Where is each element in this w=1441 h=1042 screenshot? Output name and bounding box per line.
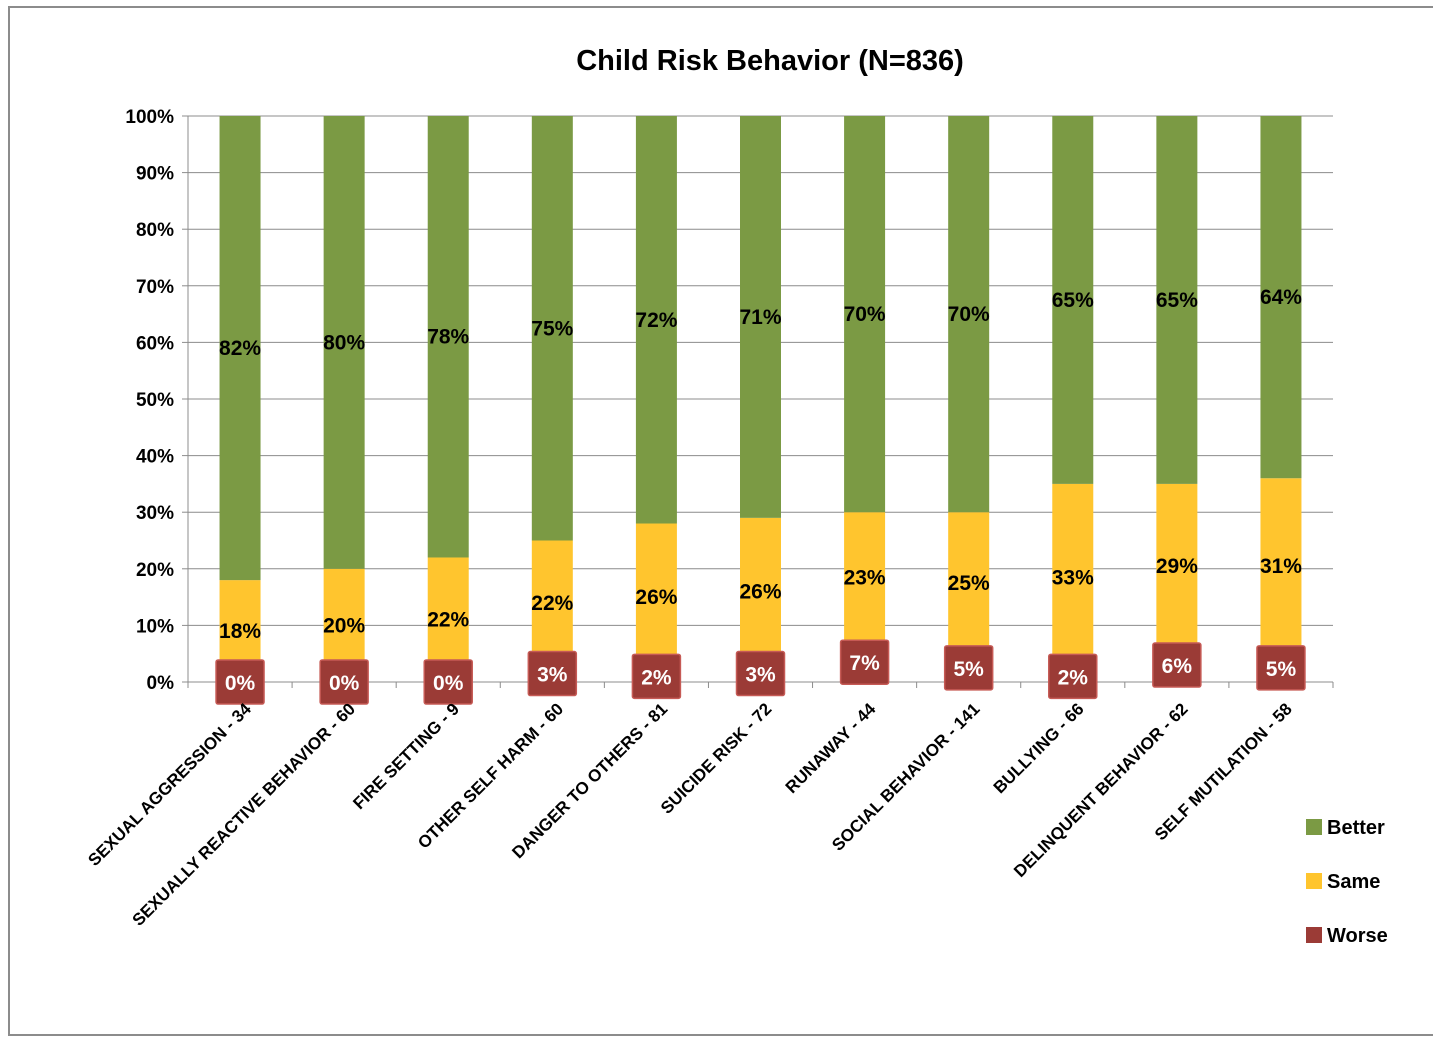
bar-better <box>427 116 469 558</box>
data-label-same: 18% <box>219 620 261 643</box>
data-label-better: 80% <box>323 331 365 354</box>
data-label-same: 26% <box>635 586 677 609</box>
y-tick-label: 50% <box>136 390 174 411</box>
data-label-worse: 2% <box>1058 666 1089 689</box>
y-tick-label: 10% <box>136 616 174 637</box>
data-label-worse-box <box>631 653 682 700</box>
data-label-same: 22% <box>427 609 469 632</box>
legend-swatch <box>1306 873 1322 889</box>
data-label-worse: 0% <box>329 672 360 695</box>
data-label-worse-box <box>319 659 369 705</box>
legend: Better Same Worse <box>1306 817 1388 947</box>
y-tick-label: 20% <box>136 560 174 581</box>
data-label-worse: 0% <box>225 672 256 695</box>
y-tick-label: 40% <box>136 447 174 468</box>
legend-swatch <box>1306 819 1322 835</box>
x-tick-label: DELINQUENT BEHAVIOR - 62 <box>1010 699 1192 881</box>
bar-better <box>531 116 573 541</box>
x-tick-label: SUICIDE RISK - 72 <box>657 699 775 817</box>
bar-same <box>740 517 781 666</box>
data-label-same: 26% <box>739 580 781 603</box>
data-label-same: 29% <box>1156 555 1198 578</box>
data-label-worse: 2% <box>641 666 672 689</box>
data-label-better: 78% <box>427 326 469 349</box>
data-label-same: 20% <box>323 614 365 637</box>
data-label-better: 64% <box>1260 286 1302 309</box>
data-label-worse: 5% <box>1266 658 1297 681</box>
y-tick-label: 70% <box>136 277 174 298</box>
data-label-worse: 3% <box>537 664 568 687</box>
legend-swatch <box>1306 927 1322 943</box>
bars <box>219 116 1302 682</box>
bar-better <box>844 116 886 513</box>
bar-same <box>635 523 677 671</box>
bar-same <box>531 540 573 666</box>
data-label-better: 70% <box>948 303 990 326</box>
bar-better <box>323 116 365 569</box>
bar-better <box>1260 116 1302 479</box>
data-label-worse: 7% <box>849 652 880 675</box>
y-tick-label: 0% <box>147 673 175 694</box>
x-tick-label: SEXUAL AGGRESSION - 34 <box>84 699 255 870</box>
y-tick-label: 100% <box>125 107 174 128</box>
data-label-same: 23% <box>844 566 886 589</box>
bar-same <box>1052 483 1094 671</box>
data-label-better: 71% <box>739 306 781 329</box>
data-label-worse: 0% <box>433 672 464 695</box>
data-label-worse-box <box>1152 642 1202 688</box>
x-tick-label: RUNAWAY - 44 <box>782 699 880 797</box>
data-label-better: 75% <box>531 317 573 340</box>
bar-same <box>1260 478 1302 654</box>
bar-same <box>1156 483 1198 649</box>
data-label-better: 65% <box>1156 289 1198 312</box>
data-label-better: 72% <box>635 309 677 332</box>
data-label-worse: 5% <box>954 658 985 681</box>
x-tick-label: FIRE SETTING - 9 <box>349 699 463 813</box>
data-label-worse-box <box>1256 645 1306 691</box>
data-label-worse-box <box>1048 653 1098 700</box>
data-label-worse-box <box>735 650 786 697</box>
data-label-better: 82% <box>219 337 261 360</box>
data-labels: 82% 18% 0% 80% 20% 0% 78% 22% 0% 75% 22% 3% 72% 26% 2%… <box>215 286 1306 705</box>
y-axis-ticks: 0% 10% 20% 30% 40% 50% 60% 70% 80% 90% 100% <box>125 107 174 694</box>
legend-label: Same <box>1327 871 1380 893</box>
data-label-worse-box <box>423 659 473 705</box>
data-label-worse: 6% <box>1162 655 1193 678</box>
y-tick-label: 90% <box>136 164 174 185</box>
x-tick-label: BULLYING - 66 <box>990 699 1088 797</box>
data-label-same: 31% <box>1260 555 1302 578</box>
chart-title: Child Risk Behavior (N=836) <box>576 45 964 77</box>
data-label-worse-box <box>839 639 890 685</box>
data-label-same: 22% <box>531 592 573 615</box>
bar-better <box>635 116 677 524</box>
bar-better <box>740 116 781 518</box>
x-tick-label: SEXUALLY REACTIVE BEHAVIOR - 60 <box>129 699 359 929</box>
bar-better <box>1052 116 1094 484</box>
data-label-better: 70% <box>844 303 886 326</box>
data-label-same: 25% <box>948 572 990 595</box>
legend-label: Worse <box>1327 925 1388 947</box>
legend-label: Better <box>1327 817 1385 839</box>
data-label-worse-box <box>215 659 265 705</box>
bar-better <box>948 116 990 513</box>
bar-better <box>1156 116 1198 484</box>
data-label-worse: 3% <box>745 664 776 687</box>
data-label-worse-box <box>527 650 578 697</box>
y-tick-label: 60% <box>136 333 174 354</box>
data-label-worse-box <box>943 645 994 691</box>
y-tick-label: 30% <box>136 503 174 524</box>
y-tick-label: 80% <box>136 220 174 241</box>
bar-same <box>844 512 886 643</box>
data-label-same: 33% <box>1052 566 1094 589</box>
bar-same <box>948 512 990 654</box>
bar-better <box>219 116 261 581</box>
data-label-better: 65% <box>1052 289 1094 312</box>
